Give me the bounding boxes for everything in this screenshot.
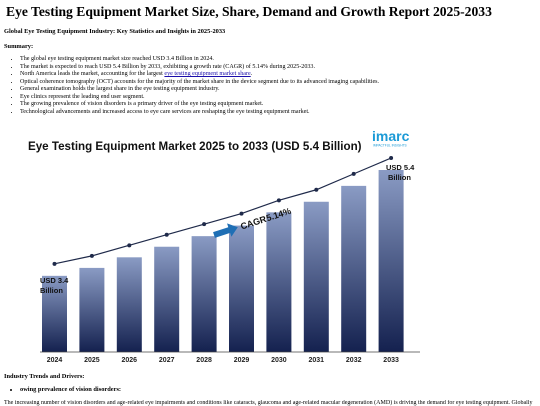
bar-2032	[341, 185, 367, 352]
x-tick-label: 2033	[383, 357, 399, 364]
trend-point-2024	[52, 261, 57, 266]
end-value-label: USD 5.4	[386, 163, 415, 172]
trend-point-2027	[164, 232, 169, 237]
trend-point-2026	[127, 243, 132, 248]
trend-point-2032	[351, 171, 356, 176]
logo-tagline: IMPACTFUL INSIGHTS	[373, 144, 407, 148]
bar-2025	[79, 267, 105, 352]
truncated-paragraph: The increasing number of vision disorder…	[4, 400, 533, 406]
summary-heading: Summary:	[4, 43, 34, 50]
bar-2033	[378, 170, 404, 352]
logo-wordmark: imarc	[372, 128, 410, 144]
summary-item-suffix: .	[250, 71, 253, 77]
summary-item: The market is expected to reach USD 5.4 …	[20, 64, 540, 72]
trend-point-2031	[314, 187, 319, 192]
x-tick-label: 2029	[234, 357, 250, 364]
start-value-unit: Billion	[40, 286, 63, 295]
bar-2031	[303, 201, 329, 352]
trend-line	[54, 157, 392, 265]
market-share-link[interactable]: eye testing equipment market share	[164, 71, 251, 77]
bar-2030	[266, 212, 292, 352]
summary-item: North America leads the market, accounti…	[20, 71, 540, 79]
bar-2024	[42, 275, 67, 352]
section-subtitle: Global Eye Testing Equipment Industry: K…	[4, 28, 226, 35]
trend-point-2030	[276, 198, 281, 203]
page-title: Eye Testing Equipment Market Size, Share…	[6, 4, 492, 19]
trend-point-2025	[89, 253, 94, 258]
x-tick-label: 2030	[271, 357, 287, 364]
summary-item: Eye clinics represent the leading end us…	[20, 94, 540, 102]
x-tick-label: 2025	[84, 357, 100, 364]
summary-item: The growing prevalence of vision disorde…	[20, 101, 540, 109]
bar-2027	[154, 246, 180, 352]
summary-item: General examination holds the largest sh…	[20, 86, 540, 94]
trend-point-2033	[389, 156, 394, 160]
x-tick-label: 2028	[196, 357, 212, 364]
imarc-logo: imarc IMPACTFUL INSIGHTS	[372, 128, 410, 148]
trend-point-2029	[239, 211, 244, 216]
end-value-unit: Billion	[388, 173, 411, 182]
market-chart: Eye Testing Equipment Market 2025 to 203…	[10, 123, 430, 368]
summary-list: The global eye testing equipment market …	[4, 56, 540, 116]
chart-title: Eye Testing Equipment Market 2025 to 203…	[28, 140, 362, 153]
summary-item: Optical coherence tomography (OCT) accou…	[20, 79, 540, 87]
market-chart-svg: Eye Testing Equipment Market 2025 to 203…	[28, 140, 420, 364]
bar-2028	[191, 236, 217, 352]
x-tick-label: 2032	[346, 357, 362, 364]
summary-item-text: North America leads the market, accounti…	[20, 71, 165, 77]
x-tick-label: 2024	[47, 357, 63, 364]
trends-list: owing prevalence of vision disorders:	[4, 386, 121, 393]
trend-item: owing prevalence of vision disorders:	[20, 386, 121, 393]
bar-2029	[229, 225, 254, 352]
summary-item: The global eye testing equipment market …	[20, 56, 540, 64]
x-tick-label: 2031	[309, 357, 325, 364]
x-tick-label: 2026	[122, 357, 138, 364]
summary-item: Technological advancements and increased…	[20, 109, 540, 117]
trend-point-2028	[202, 222, 207, 227]
x-tick-label: 2027	[159, 357, 175, 364]
cagr-arrow-icon	[213, 223, 238, 238]
trends-heading: Industry Trends and Drivers:	[4, 373, 85, 380]
bar-2026	[116, 257, 142, 352]
start-value-label: USD 3.4	[40, 276, 69, 285]
